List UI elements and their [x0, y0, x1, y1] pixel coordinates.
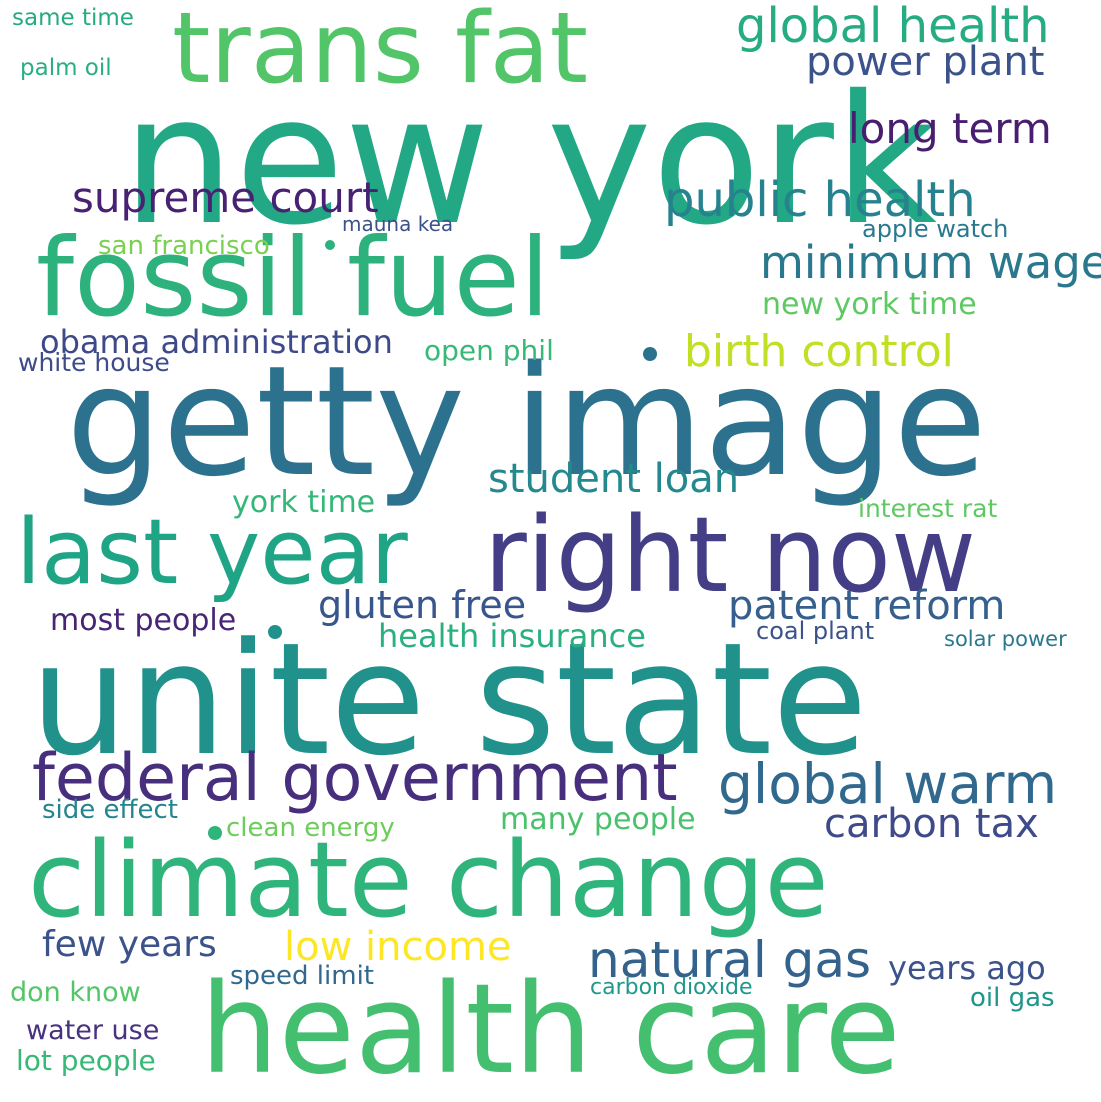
word-york-time: york time	[232, 485, 376, 520]
dot-marker	[268, 625, 282, 639]
word-many-people: many people	[500, 802, 696, 837]
word-clean-energy: clean energy	[226, 813, 395, 843]
word-getty-image: getty image	[66, 333, 987, 510]
word-climate-change: climate change	[28, 819, 829, 941]
word-white-house: white house	[18, 348, 170, 377]
word-oil-gas: oil gas	[970, 983, 1055, 1013]
dot-marker	[643, 347, 657, 361]
word-interest-rat: interest rat	[858, 494, 998, 523]
word-supreme-court: supreme court	[72, 173, 379, 222]
word-carbon-dioxide: carbon dioxide	[590, 975, 753, 1000]
dot-marker	[208, 826, 222, 840]
word-birth-control: birth control	[684, 326, 954, 377]
word-few-years: few years	[42, 924, 217, 965]
word-fossil-fuel: fossil fuel	[36, 216, 550, 341]
word-palm-oil: palm oil	[20, 55, 112, 81]
word-solar-power: solar power	[944, 627, 1067, 651]
word-last-year: last year	[16, 500, 408, 605]
word-minimum-wage: minimum wage	[760, 236, 1101, 289]
word-san-francisco: san francisco	[98, 231, 270, 261]
word-global-warm: global warm	[718, 752, 1058, 816]
word-speed-limit: speed limit	[230, 961, 375, 991]
word-water-use: water use	[26, 1015, 160, 1046]
word-global-health: global health	[736, 0, 1050, 54]
word-health-insurance: health insurance	[378, 617, 646, 655]
word-years-ago: years ago	[888, 949, 1046, 987]
word-carbon-tax: carbon tax	[824, 801, 1039, 847]
word-low-income: low income	[284, 924, 512, 970]
word-patent-reform: patent reform	[728, 583, 1006, 629]
dot-marker	[325, 240, 335, 250]
word-most-people: most people	[50, 603, 237, 638]
word-federal-government: federal government	[32, 741, 678, 816]
word-trans-fat: trans fat	[172, 0, 589, 106]
word-open-phil: open phil	[424, 334, 554, 367]
word-student-loan: student loan	[488, 456, 740, 502]
word-side-effect: side effect	[42, 795, 178, 825]
word-same-time: same time	[12, 5, 134, 31]
word-long-term: long term	[848, 104, 1052, 153]
word-apple-watch: apple watch	[862, 215, 1009, 243]
word-mauna-kea: mauna kea	[342, 212, 454, 236]
word-health-care: health care	[200, 958, 901, 1102]
word-obama-administration: obama administration	[40, 323, 393, 361]
word-unite-state: unite state	[30, 609, 868, 790]
word-right-now: right now	[484, 494, 977, 616]
word-new-york: new york	[122, 57, 937, 264]
word-lot-people: lot people	[16, 1044, 156, 1077]
word-new-york-time: new york time	[762, 287, 977, 322]
word-gluten-free: gluten free	[318, 583, 527, 627]
word-don-know: don know	[10, 977, 141, 1008]
word-public-health: public health	[664, 172, 976, 228]
word-natural-gas: natural gas	[588, 931, 872, 989]
word-coal-plant: coal plant	[756, 617, 875, 645]
word-power-plant: power plant	[806, 39, 1045, 85]
